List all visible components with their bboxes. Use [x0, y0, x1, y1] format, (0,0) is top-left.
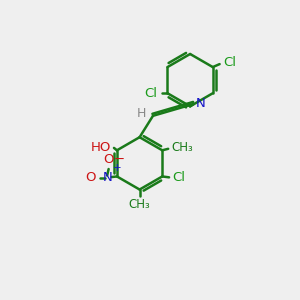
Text: −: −	[114, 153, 125, 166]
Text: O: O	[103, 153, 114, 166]
Text: +: +	[112, 163, 121, 172]
Text: Cl: Cl	[144, 87, 157, 100]
Text: Cl: Cl	[173, 171, 186, 184]
Text: HO: HO	[91, 141, 111, 154]
Text: N: N	[102, 171, 112, 184]
Text: Cl: Cl	[223, 56, 236, 69]
Text: H: H	[137, 107, 146, 120]
Text: N: N	[196, 97, 206, 110]
Text: CH₃: CH₃	[129, 198, 151, 212]
Text: CH₃: CH₃	[171, 141, 193, 154]
Text: O: O	[85, 171, 96, 184]
